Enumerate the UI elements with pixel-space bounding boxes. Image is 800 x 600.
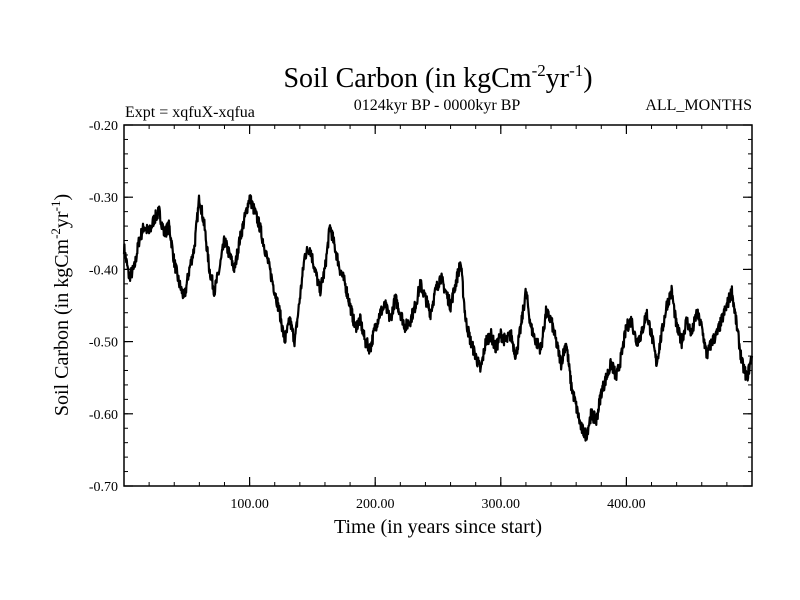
plot-frame bbox=[123, 124, 753, 487]
y-tick-label: -0.70 bbox=[89, 480, 118, 495]
y-axis-label: Soil Carbon (in kgCm-2yr-1) bbox=[48, 194, 73, 416]
y-axis-label-sup2: -1 bbox=[48, 201, 63, 212]
y-axis: -0.20 -0.30 -0.40 -0.50 -0.60 -0.70 bbox=[89, 119, 752, 495]
chart-title-sup2: -1 bbox=[569, 61, 583, 80]
experiment-label: Expt = xqfuX-xqfua bbox=[125, 104, 255, 121]
soil-carbon-series-line bbox=[122, 194, 754, 442]
y-tick-label: -0.40 bbox=[89, 263, 118, 278]
y-axis-label-mid: yr bbox=[51, 211, 73, 228]
y-tick-label: -0.50 bbox=[89, 336, 118, 351]
x-axis-label: Time (in years since start) bbox=[334, 516, 542, 538]
chart-title-end: ) bbox=[583, 63, 592, 94]
chart-title-sup1: -2 bbox=[532, 61, 546, 80]
x-tick-label: 300.00 bbox=[482, 497, 521, 512]
months-label: ALL_MONTHS bbox=[645, 97, 752, 114]
chart-title-mid: yr bbox=[546, 63, 570, 94]
y-axis-label-sup1: -2 bbox=[48, 228, 63, 239]
y-tick-label: -0.30 bbox=[89, 191, 118, 206]
x-tick-label: 400.00 bbox=[607, 497, 646, 512]
x-tick-label: 100.00 bbox=[230, 497, 269, 512]
time-range-label: 0124kyr BP - 0000kyr BP bbox=[354, 97, 521, 114]
x-tick-label: 200.00 bbox=[356, 497, 395, 512]
chart-title-text: Soil Carbon (in kgCm bbox=[283, 63, 531, 94]
chart-title: Soil Carbon (in kgCm-2yr-1) bbox=[283, 61, 592, 94]
y-axis-label-end: ) bbox=[51, 194, 73, 201]
x-axis: 100.00 200.00 300.00 400.00 bbox=[148, 125, 728, 512]
y-axis-label-text: Soil Carbon (in kgCm bbox=[51, 238, 73, 416]
y-tick-label: -0.60 bbox=[89, 408, 118, 423]
y-tick-label: -0.20 bbox=[89, 119, 118, 134]
